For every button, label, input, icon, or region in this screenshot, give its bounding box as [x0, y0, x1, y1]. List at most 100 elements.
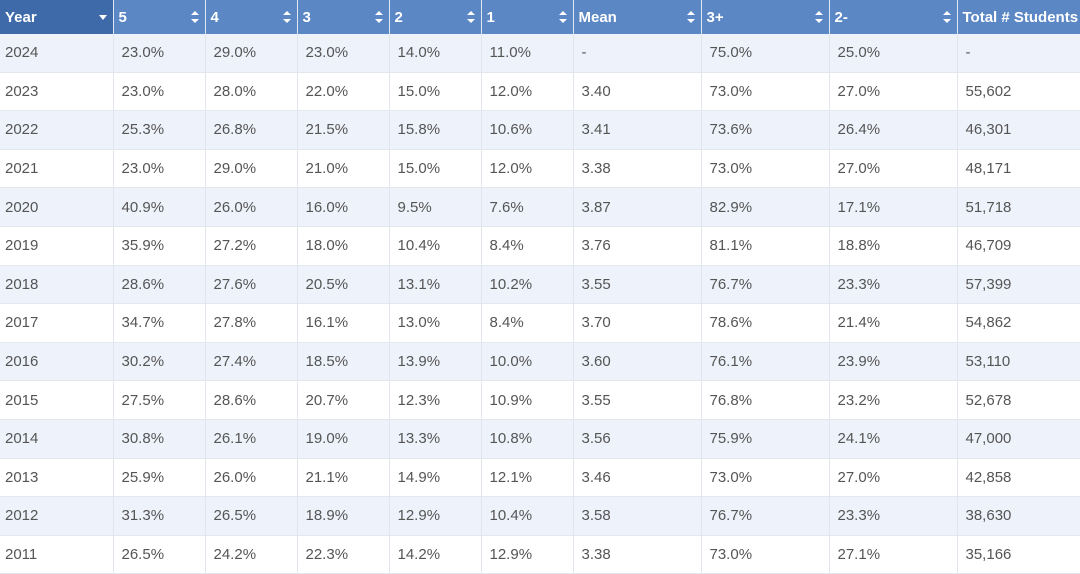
- cell-year: 2024: [0, 34, 114, 73]
- cell-year: 2019: [0, 226, 114, 266]
- cell-pass-3-plus: 75.0%: [701, 34, 830, 73]
- cell-score-3: 21.5%: [297, 110, 390, 150]
- cell-total-students: 55,602: [957, 72, 1080, 112]
- table-row: 2018 28.6% 27.6% 20.5% 13.1% 10.2% 3.55 76.7% 23…: [0, 265, 1080, 305]
- column-header-fail-2-minus[interactable]: 2-: [829, 0, 958, 34]
- cell-score-5: 26.5%: [113, 535, 206, 574]
- table-row: 2017 34.7% 27.8% 16.1% 13.0% 8.4% 3.70 78.6% 21.…: [0, 303, 1080, 343]
- table-row: 2019 35.9% 27.2% 18.0% 10.4% 8.4% 3.76 81.1% 18.…: [0, 226, 1080, 266]
- cell-score-5: 30.8%: [113, 419, 206, 459]
- sort-icon[interactable]: [374, 11, 383, 23]
- cell-year: 2023: [0, 72, 114, 112]
- cell-pass-3-plus: 76.7%: [701, 265, 830, 305]
- column-header-content: 1: [487, 9, 567, 26]
- cell-score-2: 15.8%: [389, 110, 482, 150]
- cell-fail-2-minus: 27.0%: [829, 149, 958, 189]
- cell-score-2: 12.3%: [389, 380, 482, 420]
- header-row: Year 5 4 3 2 1 Mean 3+ 2- Total # Students: [0, 0, 1080, 34]
- column-header-score-1[interactable]: 1: [481, 0, 574, 34]
- cell-mean: 3.87: [573, 187, 702, 227]
- cell-score-1: 10.8%: [481, 419, 574, 459]
- cell-fail-2-minus: 18.8%: [829, 226, 958, 266]
- cell-year: 2020: [0, 187, 114, 227]
- column-header-content: Mean: [579, 9, 695, 26]
- cell-mean: 3.40: [573, 72, 702, 112]
- cell-score-2: 13.0%: [389, 303, 482, 343]
- table-row: 2024 23.0% 29.0% 23.0% 14.0% 11.0% -75.0% 25.0%…: [0, 34, 1080, 73]
- cell-score-4: 24.2%: [205, 535, 298, 574]
- cell-fail-2-minus: 26.4%: [829, 110, 958, 150]
- cell-score-3: 18.9%: [297, 496, 390, 536]
- sort-desc-icon[interactable]: [98, 14, 107, 20]
- cell-score-1: 8.4%: [481, 226, 574, 266]
- sort-icon[interactable]: [558, 11, 567, 23]
- cell-pass-3-plus: 76.8%: [701, 380, 830, 420]
- column-header-score-3[interactable]: 3: [297, 0, 390, 34]
- cell-total-students: 47,000: [957, 419, 1080, 459]
- cell-score-4: 29.0%: [205, 34, 298, 73]
- cell-score-5: 35.9%: [113, 226, 206, 266]
- column-header-total-students[interactable]: Total # Students: [957, 0, 1080, 34]
- cell-score-1: 11.0%: [481, 34, 574, 73]
- cell-score-4: 26.0%: [205, 187, 298, 227]
- cell-pass-3-plus: 82.9%: [701, 187, 830, 227]
- cell-fail-2-minus: 25.0%: [829, 34, 958, 73]
- sort-icon[interactable]: [282, 11, 291, 23]
- cell-pass-3-plus: 73.0%: [701, 535, 830, 574]
- cell-score-1: 10.0%: [481, 342, 574, 382]
- sort-icon[interactable]: [686, 11, 695, 23]
- cell-score-1: 10.9%: [481, 380, 574, 420]
- cell-score-3: 18.0%: [297, 226, 390, 266]
- table-row: 2020 40.9% 26.0% 16.0% 9.5% 7.6% 3.87 82.9% 17.1…: [0, 187, 1080, 227]
- cell-pass-3-plus: 73.0%: [701, 72, 830, 112]
- column-header-label: 3+: [706, 8, 724, 26]
- column-header-content: Total # Students: [963, 9, 1079, 26]
- cell-score-5: 28.6%: [113, 265, 206, 305]
- cell-total-students: 46,301: [957, 110, 1080, 150]
- column-header-label: Total # Students: [962, 8, 1079, 26]
- cell-mean: 3.55: [573, 380, 702, 420]
- cell-score-5: 27.5%: [113, 380, 206, 420]
- cell-year: 2021: [0, 149, 114, 189]
- sort-icon[interactable]: [190, 11, 199, 23]
- cell-year: 2017: [0, 303, 114, 343]
- cell-fail-2-minus: 23.3%: [829, 496, 958, 536]
- cell-fail-2-minus: 23.3%: [829, 265, 958, 305]
- cell-score-2: 15.0%: [389, 149, 482, 189]
- cell-score-4: 27.2%: [205, 226, 298, 266]
- column-header-content: 3: [303, 9, 383, 26]
- cell-score-3: 20.7%: [297, 380, 390, 420]
- sort-icon[interactable]: [814, 11, 823, 23]
- column-header-score-5[interactable]: 5: [113, 0, 206, 34]
- table-body: 2024 23.0% 29.0% 23.0% 14.0% 11.0% -75.0% 25.0%…: [0, 34, 1080, 574]
- column-header-label: 5: [118, 8, 127, 26]
- cell-score-2: 9.5%: [389, 187, 482, 227]
- sort-icon[interactable]: [942, 11, 951, 23]
- cell-score-4: 28.0%: [205, 72, 298, 112]
- cell-pass-3-plus: 81.1%: [701, 226, 830, 266]
- cell-mean: 3.38: [573, 535, 702, 574]
- column-header-pass-3-plus[interactable]: 3+: [701, 0, 830, 34]
- column-header-content: 3+: [707, 9, 823, 26]
- cell-score-4: 27.6%: [205, 265, 298, 305]
- cell-score-4: 29.0%: [205, 149, 298, 189]
- column-header-score-2[interactable]: 2: [389, 0, 482, 34]
- column-header-score-4[interactable]: 4: [205, 0, 298, 34]
- cell-year: 2016: [0, 342, 114, 382]
- column-header-mean[interactable]: Mean: [573, 0, 702, 34]
- cell-score-5: 23.0%: [113, 149, 206, 189]
- cell-year: 2015: [0, 380, 114, 420]
- cell-pass-3-plus: 76.7%: [701, 496, 830, 536]
- cell-score-5: 34.7%: [113, 303, 206, 343]
- cell-score-1: 10.4%: [481, 496, 574, 536]
- cell-total-students: 48,171: [957, 149, 1080, 189]
- column-header-year[interactable]: Year: [0, 0, 114, 34]
- sort-icon[interactable]: [466, 11, 475, 23]
- cell-score-2: 13.1%: [389, 265, 482, 305]
- cell-total-students: 54,862: [957, 303, 1080, 343]
- cell-total-students: -: [957, 34, 1080, 73]
- cell-score-1: 12.0%: [481, 149, 574, 189]
- cell-score-2: 13.9%: [389, 342, 482, 382]
- column-header-content: 2: [395, 9, 475, 26]
